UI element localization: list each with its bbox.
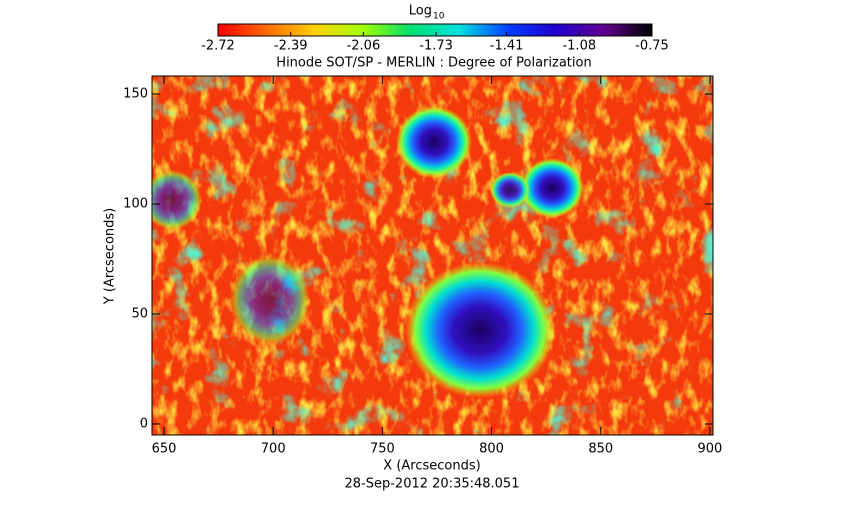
y-tick-label: 50 xyxy=(131,307,148,322)
plot-frame xyxy=(151,75,714,436)
colorbar-tick-label: -1.08 xyxy=(562,39,596,54)
x-tick-label: 700 xyxy=(261,442,286,457)
colorbar-tick-label: -1.41 xyxy=(490,39,524,54)
footer: 28-Sep-2012 20:35:48.051 xyxy=(345,477,520,492)
y-tick-label: 150 xyxy=(123,87,148,102)
colorbar-label: Log xyxy=(409,4,432,19)
heatmap-image xyxy=(152,76,713,435)
y-tick-label: 0 xyxy=(140,417,148,432)
y-tick-label: 100 xyxy=(123,197,148,212)
colorbar-tick-label: -1.73 xyxy=(419,39,453,54)
x-tick-label: 750 xyxy=(370,442,395,457)
colorbar xyxy=(217,23,653,37)
x-tick-label: 900 xyxy=(698,442,723,457)
x-tick-label: 850 xyxy=(588,442,613,457)
y-axis-label: Y (Arcseconds) xyxy=(103,208,118,305)
x-tick-label: 800 xyxy=(479,442,504,457)
colorbar-label-subscript: 10 xyxy=(433,12,445,22)
colorbar-tick-label: -2.06 xyxy=(347,39,381,54)
x-tick-label: 650 xyxy=(152,442,177,457)
chart-title: Hinode SOT/SP - MERLIN : Degree of Polar… xyxy=(276,56,591,71)
colorbar-tick-label: -2.72 xyxy=(201,39,235,54)
x-axis-label: X (Arcseconds) xyxy=(383,459,480,474)
colorbar-tick-label: -2.39 xyxy=(274,39,308,54)
colorbar-tick-label: -0.75 xyxy=(635,39,669,54)
